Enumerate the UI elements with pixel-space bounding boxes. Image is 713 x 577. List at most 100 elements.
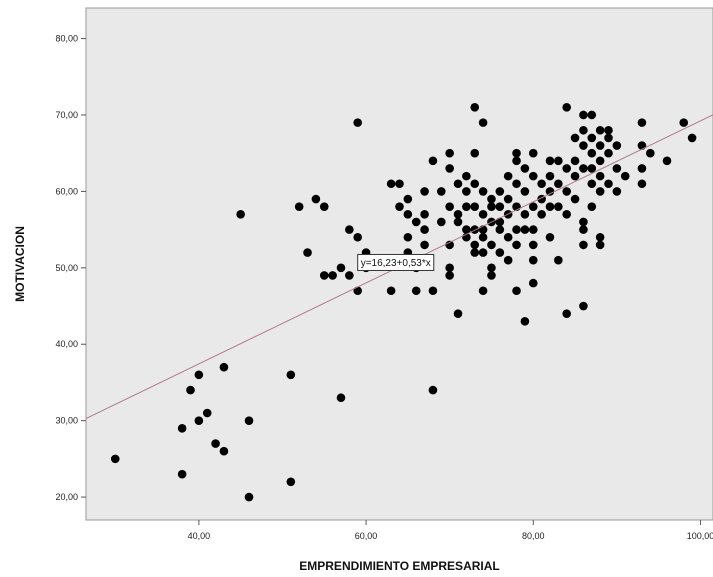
data-point bbox=[646, 148, 655, 158]
data-point bbox=[470, 179, 480, 189]
data-point bbox=[177, 469, 187, 479]
data-point bbox=[420, 225, 429, 234]
data-point bbox=[579, 301, 588, 311]
data-point bbox=[595, 187, 605, 196]
data-point bbox=[420, 187, 429, 196]
data-point bbox=[495, 202, 505, 211]
data-point bbox=[570, 194, 580, 204]
data-point bbox=[528, 148, 538, 158]
data-point bbox=[445, 263, 454, 273]
data-point bbox=[562, 210, 571, 219]
data-point bbox=[428, 156, 438, 166]
data-point bbox=[294, 202, 304, 211]
data-point bbox=[453, 210, 463, 219]
fit-equation-label: y=16,23+0,53*x bbox=[361, 258, 431, 269]
data-point bbox=[545, 202, 555, 211]
data-point bbox=[495, 187, 505, 196]
data-point bbox=[411, 217, 421, 227]
x-axis-title: EMPRENDIMIENTO EMPRESARIAL bbox=[299, 559, 499, 573]
data-point bbox=[470, 148, 480, 158]
data-point bbox=[512, 225, 521, 234]
data-point bbox=[503, 255, 513, 265]
data-point bbox=[595, 141, 605, 150]
x-axis: 40,00 60,00 80,00 100,00 bbox=[188, 520, 713, 541]
data-point bbox=[512, 156, 521, 166]
data-point bbox=[445, 202, 454, 211]
data-point bbox=[554, 156, 563, 166]
data-point bbox=[395, 202, 404, 211]
data-point bbox=[612, 187, 622, 196]
data-point bbox=[545, 171, 555, 181]
y-tick-label: 70,00 bbox=[55, 110, 78, 120]
data-point bbox=[687, 133, 697, 143]
data-point bbox=[462, 202, 471, 211]
data-point bbox=[428, 286, 438, 296]
data-point bbox=[478, 210, 488, 219]
data-point bbox=[503, 194, 513, 204]
data-point bbox=[470, 103, 480, 112]
data-point bbox=[620, 171, 630, 181]
fit-equation-box bbox=[357, 253, 435, 271]
data-point bbox=[604, 125, 613, 135]
data-point bbox=[487, 271, 496, 280]
data-point bbox=[512, 148, 521, 158]
data-point bbox=[236, 210, 245, 219]
data-points bbox=[110, 103, 697, 502]
data-point bbox=[562, 103, 571, 112]
data-point bbox=[453, 217, 463, 227]
data-point bbox=[554, 179, 563, 189]
data-point bbox=[345, 225, 354, 234]
data-point bbox=[487, 194, 496, 204]
data-point bbox=[604, 148, 613, 158]
data-point bbox=[186, 385, 195, 395]
data-point bbox=[478, 118, 488, 127]
data-point bbox=[244, 416, 254, 425]
data-point bbox=[286, 370, 296, 380]
data-point bbox=[462, 225, 471, 234]
data-point bbox=[286, 477, 296, 487]
data-point bbox=[520, 225, 530, 234]
data-point bbox=[437, 187, 446, 196]
data-point bbox=[520, 210, 530, 219]
data-point bbox=[353, 232, 363, 242]
data-point bbox=[587, 179, 597, 189]
data-point bbox=[579, 125, 588, 135]
data-point bbox=[194, 416, 204, 425]
data-point bbox=[211, 439, 220, 448]
data-point bbox=[437, 217, 446, 227]
data-point bbox=[328, 271, 337, 280]
data-point bbox=[411, 286, 421, 296]
data-point bbox=[587, 148, 597, 158]
data-point bbox=[470, 225, 480, 234]
data-point bbox=[579, 110, 588, 120]
data-point bbox=[587, 202, 597, 211]
y-axis-title: MOTIVACION bbox=[13, 226, 27, 302]
data-point bbox=[679, 118, 689, 127]
data-point bbox=[579, 240, 588, 250]
data-point bbox=[528, 255, 538, 265]
data-point bbox=[554, 255, 563, 265]
data-point bbox=[637, 164, 647, 173]
data-point bbox=[110, 454, 120, 464]
data-point bbox=[587, 110, 597, 120]
data-point bbox=[470, 202, 480, 211]
data-point bbox=[478, 248, 488, 257]
y-tick-label: 20,00 bbox=[55, 492, 78, 502]
data-point bbox=[386, 179, 396, 189]
data-point bbox=[562, 164, 571, 173]
data-point bbox=[478, 187, 488, 196]
data-point bbox=[570, 171, 580, 181]
data-point bbox=[637, 179, 647, 189]
data-point bbox=[495, 217, 505, 227]
data-point bbox=[520, 164, 530, 173]
data-point bbox=[595, 125, 605, 135]
data-point bbox=[612, 164, 622, 173]
x-tick-label: 60,00 bbox=[355, 531, 378, 541]
data-point bbox=[595, 156, 605, 166]
data-point bbox=[528, 202, 538, 211]
data-point bbox=[470, 248, 480, 257]
data-point bbox=[487, 240, 496, 250]
data-point bbox=[562, 187, 571, 196]
x-tick-label: 80,00 bbox=[522, 531, 545, 541]
data-point bbox=[579, 225, 588, 234]
